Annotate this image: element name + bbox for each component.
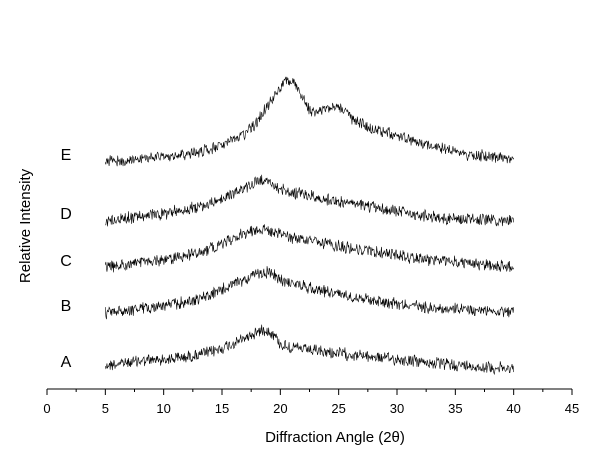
y-axis-title: Relative Intensity	[17, 168, 34, 283]
series-layer	[105, 76, 514, 376]
x-tick-label: 45	[565, 401, 579, 416]
series-E-line	[105, 76, 514, 167]
x-axis-title: Diffraction Angle (2θ)	[265, 429, 405, 446]
series-D-line	[105, 174, 514, 227]
series-B-line	[105, 266, 514, 320]
x-tick-label: 10	[156, 401, 170, 416]
series-C-line	[105, 224, 514, 273]
series-A-line	[105, 324, 514, 376]
x-tick-label: 5	[102, 401, 109, 416]
x-tick-label: 40	[506, 401, 520, 416]
x-tick-label: 15	[215, 401, 229, 416]
series-B-label: B	[61, 298, 72, 315]
series-D-label: D	[60, 206, 72, 223]
series-A-label: A	[61, 354, 72, 371]
x-tick-label: 0	[43, 401, 50, 416]
x-tick-label: 20	[273, 401, 287, 416]
x-axis: 0 5 10 15 20 25 30 35 40 45	[43, 388, 579, 416]
series-E-label: E	[61, 147, 72, 164]
x-tick-label: 25	[331, 401, 345, 416]
series-C-label: C	[60, 253, 72, 270]
x-tick-label: 30	[390, 401, 404, 416]
x-tick-label: 35	[448, 401, 462, 416]
series-labels: A B C D E	[60, 147, 72, 371]
